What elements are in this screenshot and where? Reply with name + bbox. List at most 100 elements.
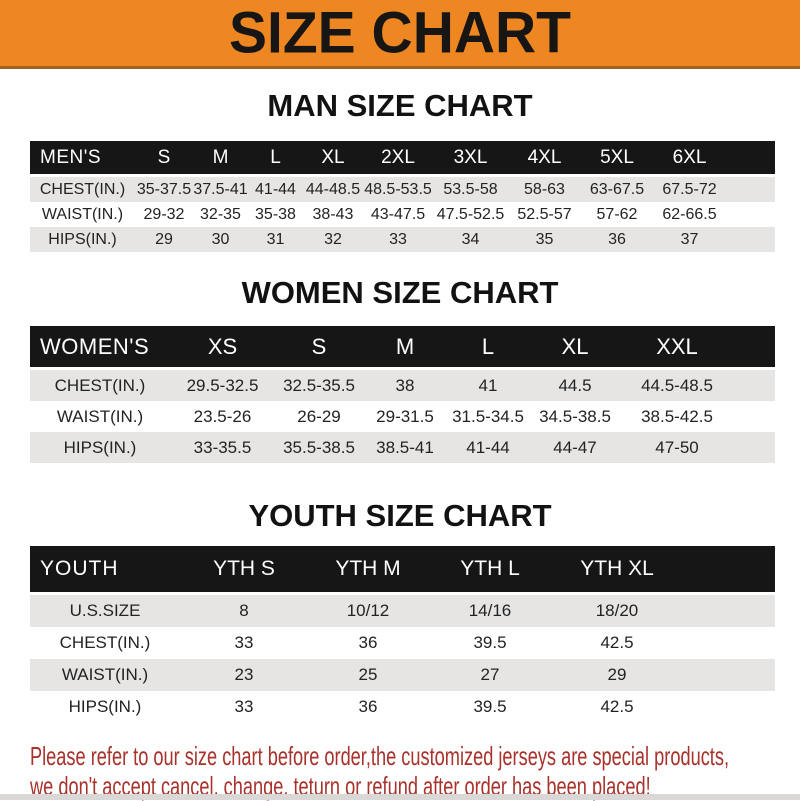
- man-column-header: S: [135, 141, 193, 177]
- man-table-corner-label: MEN'S: [30, 141, 135, 177]
- filler-cell: [733, 326, 775, 370]
- row-label: CHEST(IN.): [54, 375, 146, 395]
- cell: 29: [155, 230, 173, 248]
- cell: 44.5: [558, 375, 592, 395]
- cell: 35-37.5: [136, 180, 192, 198]
- row-label: U.S.SIZE: [69, 601, 141, 620]
- filler-cell: [726, 202, 775, 227]
- cell: 29.5-32.5: [186, 375, 259, 395]
- table-row: HIPS(IN.) 29 30 31 32 33 34 35 36 37: [30, 227, 775, 252]
- cell: 32-35: [200, 205, 241, 223]
- cell: 62-66.5: [662, 205, 717, 223]
- women-column-header: L: [447, 326, 529, 370]
- cell: 35: [535, 230, 554, 248]
- table-row: CHEST(IN.) 29.5-32.5 32.5-35.5 38 41 44.…: [30, 368, 775, 401]
- cell: 26-29: [297, 406, 341, 426]
- cell: 31.5-34.5: [452, 406, 524, 426]
- cell: 29-32: [143, 205, 185, 223]
- man-size-table: MEN'S S M L XL 2XL 3XL 4XL 5XL 6XL CHEST…: [30, 141, 775, 252]
- man-column-header: M: [193, 141, 248, 177]
- man-column-header: 4XL: [508, 141, 581, 177]
- row-label: WAIST(IN.): [61, 665, 149, 684]
- youth-section-heading: YOUTH SIZE CHART: [248, 498, 552, 533]
- cell: 38.5-42.5: [641, 406, 713, 426]
- cell: 32.5-35.5: [283, 375, 355, 395]
- cell: 36: [358, 633, 378, 652]
- man-column-header: L: [248, 141, 303, 177]
- cell: 44-48.5: [305, 180, 361, 198]
- man-table-header-row: MEN'S S M L XL 2XL 3XL 4XL 5XL 6XL: [30, 141, 775, 177]
- cell: 48.5-53.5: [364, 180, 432, 198]
- youth-table-header-row: YOUTH YTH S YTH M YTH L YTH XL: [30, 546, 775, 595]
- cell: 38: [395, 375, 415, 395]
- row-label: HIPS(IN.): [63, 437, 137, 457]
- youth-column-header: YTH S: [180, 546, 308, 595]
- row-label: WAIST(IN.): [41, 205, 124, 223]
- row-label: WAIST(IN.): [56, 406, 144, 426]
- cell: 27: [480, 665, 500, 684]
- banner-title: SIZE CHART: [229, 0, 571, 66]
- filler-cell: [726, 227, 775, 252]
- table-row: U.S.SIZE 8 10/12 14/16 18/20: [30, 593, 775, 628]
- table-row: WAIST(IN.) 23.5-26 26-29 29-31.5 31.5-34…: [30, 401, 775, 432]
- cell: 34.5-38.5: [539, 406, 611, 426]
- table-row: WAIST(IN.) 29-32 32-35 35-38 38-43 43-47…: [30, 202, 775, 227]
- cell: 14/16: [468, 601, 512, 620]
- filler-cell: [726, 176, 775, 203]
- women-column-header: XL: [529, 326, 621, 370]
- table-row: CHEST(IN.) 33 36 39.5 42.5: [30, 627, 775, 659]
- cell: 36: [358, 697, 378, 716]
- women-size-table: WOMEN'S XS S M L XL XXL CHEST(IN.) 29.5-…: [30, 326, 775, 463]
- table-row: HIPS(IN.) 33 36 39.5 42.5: [30, 691, 775, 723]
- cell: 37.5-41: [193, 180, 248, 198]
- row-label: HIPS(IN.): [68, 697, 142, 716]
- youth-size-table: YOUTH YTH S YTH M YTH L YTH XL U.S.SIZE …: [30, 546, 775, 723]
- filler-cell: [733, 401, 775, 432]
- cell: 42.5: [600, 633, 634, 652]
- row-label: CHEST(IN.): [39, 180, 126, 198]
- cell: 41: [478, 375, 498, 395]
- filler-cell: [682, 627, 775, 659]
- cell: 8: [239, 601, 249, 620]
- cell: 43-47.5: [370, 205, 426, 223]
- women-column-header: S: [275, 326, 363, 370]
- youth-column-header: YTH L: [428, 546, 552, 595]
- cell: 41-44: [255, 180, 296, 198]
- cell: 67.5-72: [662, 180, 717, 198]
- cell: 47-50: [655, 437, 699, 457]
- cell: 23: [234, 665, 254, 684]
- women-section-heading: WOMEN SIZE CHART: [241, 275, 559, 310]
- filler-cell: [682, 659, 775, 691]
- cell: 35-38: [255, 205, 296, 223]
- cell: 32: [324, 230, 342, 248]
- man-column-header: 2XL: [363, 141, 433, 177]
- cell: 39.5: [473, 633, 507, 652]
- man-column-header: 6XL: [653, 141, 726, 177]
- cell: 38-43: [312, 205, 354, 223]
- cell: 23.5-26: [193, 406, 252, 426]
- cell: 33: [234, 697, 254, 716]
- man-column-header: 5XL: [581, 141, 653, 177]
- cell: 57-62: [596, 205, 638, 223]
- man-column-header: XL: [303, 141, 363, 177]
- women-column-header: XXL: [621, 326, 733, 370]
- filler-cell: [682, 594, 775, 628]
- women-table-header-row: WOMEN'S XS S M L XL XXL: [30, 326, 775, 370]
- cell: 25: [358, 665, 378, 684]
- cell: 44.5-48.5: [641, 375, 713, 395]
- table-row: WAIST(IN.) 23 25 27 29: [30, 659, 775, 691]
- cell: 58-63: [524, 180, 565, 198]
- cell: 47.5-52.5: [436, 205, 505, 223]
- table-row: HIPS(IN.) 33-35.5 35.5-38.5 38.5-41 41-4…: [30, 432, 775, 463]
- youth-table-corner-label: YOUTH: [30, 546, 180, 595]
- cell: 35.5-38.5: [283, 437, 355, 457]
- filler-cell: [733, 432, 775, 463]
- cell: 36: [608, 230, 626, 248]
- women-table-corner-label: WOMEN'S: [30, 326, 170, 370]
- cell: 33: [389, 230, 407, 248]
- women-column-header: XS: [170, 326, 275, 370]
- cell: 18/20: [595, 601, 639, 620]
- cell: 33-35.5: [193, 437, 252, 457]
- disclaimer-line-1: Please refer to our size chart before or…: [30, 741, 730, 771]
- size-chart-banner: SIZE CHART: [0, 0, 800, 69]
